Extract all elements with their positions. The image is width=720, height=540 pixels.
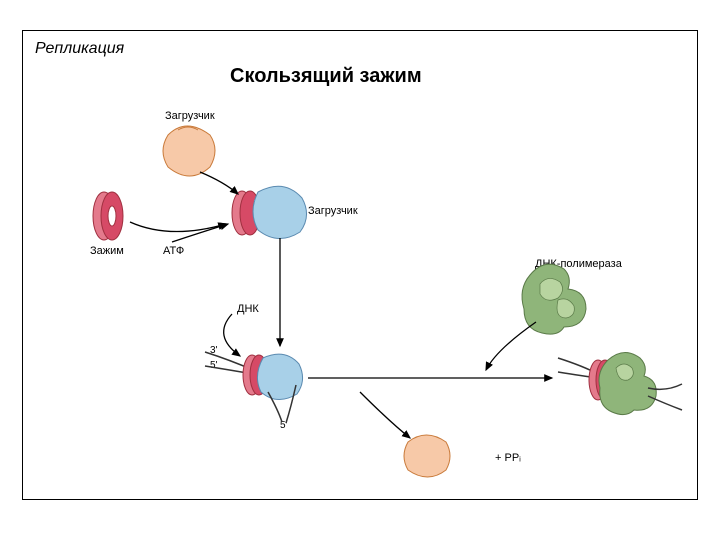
clamp-ring-icon (93, 192, 123, 240)
polymerase-free-icon (522, 264, 586, 334)
loader-adp-bottom-icon (404, 435, 450, 477)
clamp-pol-dna-icon (558, 352, 682, 414)
loader-adp-top-icon (163, 126, 215, 176)
arrow-pol-in (486, 322, 536, 370)
arrow-loader-out (360, 392, 410, 438)
diagram-canvas (0, 0, 720, 540)
clamp-loader-atp-icon (232, 186, 307, 238)
clamp-atp-dna-icon (205, 352, 303, 423)
arrow-clamp-to-loaded (130, 222, 226, 232)
arrow-atp-to-loaded (172, 224, 228, 242)
arrow-dna-in (224, 314, 240, 356)
arrow-loader-to-loaded (200, 172, 238, 194)
